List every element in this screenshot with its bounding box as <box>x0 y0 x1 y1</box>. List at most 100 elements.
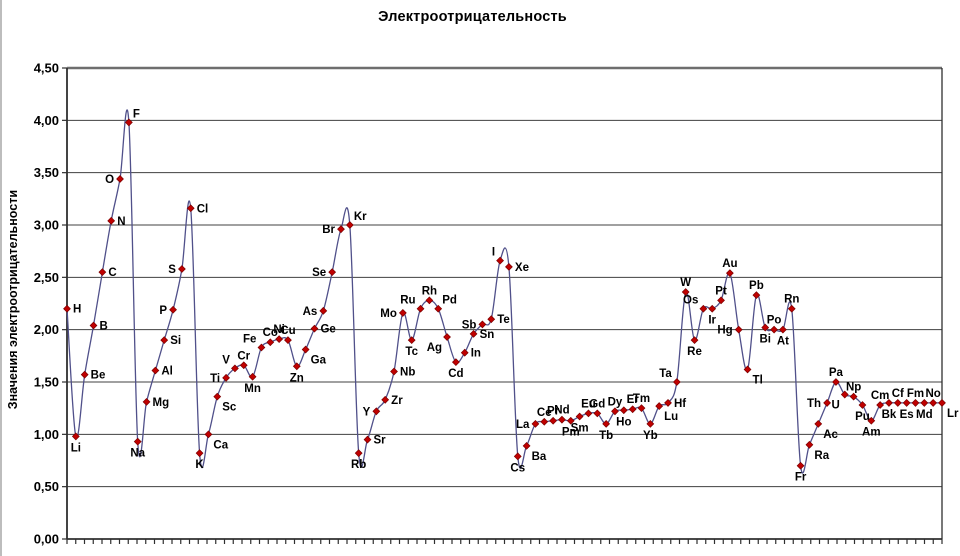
element-label-Pu: Pu <box>855 411 870 423</box>
data-point-P <box>169 305 177 314</box>
data-point-Nb <box>390 367 398 376</box>
data-point-Cl <box>186 204 195 213</box>
element-label-Sn: Sn <box>480 329 495 341</box>
element-label-Bk: Bk <box>882 409 897 421</box>
data-point-F <box>124 118 133 127</box>
element-label-Es: Es <box>900 409 914 421</box>
data-point-Yb <box>646 419 655 428</box>
data-point-Se <box>328 268 337 276</box>
data-point-Tm <box>637 404 646 413</box>
element-label-Na: Na <box>130 448 145 460</box>
data-point-W <box>681 288 690 296</box>
data-point-Kr <box>345 221 354 229</box>
data-point-N <box>107 216 116 225</box>
data-point-Li <box>71 432 80 441</box>
element-label-N: N <box>117 216 125 228</box>
y-tick-label: 0,00 <box>34 532 59 547</box>
data-point-Ca <box>204 430 213 439</box>
element-label-Rn: Rn <box>784 294 799 306</box>
data-point-Cd <box>451 358 460 367</box>
element-label-Fm: Fm <box>907 388 924 400</box>
element-label-Sr: Sr <box>374 435 387 447</box>
element-label-Po: Po <box>767 315 782 327</box>
data-point-Ce <box>540 417 549 426</box>
element-label-Bi: Bi <box>759 334 771 346</box>
data-point-Ra <box>805 440 814 449</box>
data-point-Si <box>160 336 169 345</box>
data-point-Na <box>133 437 142 446</box>
element-label-Mn: Mn <box>244 383 261 395</box>
element-label-Y: Y <box>363 406 371 418</box>
element-label-Al: Al <box>161 365 173 377</box>
data-point-Gd <box>593 409 602 418</box>
element-label-Os: Os <box>683 295 698 307</box>
element-label-Np: Np <box>846 382 861 394</box>
data-point-Er <box>628 405 637 414</box>
element-label-Lu: Lu <box>664 411 678 423</box>
element-label-Mo: Mo <box>380 308 397 320</box>
element-label-Rh: Rh <box>422 285 437 297</box>
element-label-Zn: Zn <box>290 372 304 384</box>
data-point-Sr <box>363 435 372 444</box>
y-tick-label: 2,00 <box>34 322 59 337</box>
data-point-Te <box>487 315 496 324</box>
data-point-Mn <box>248 372 257 381</box>
data-point-In <box>460 348 469 357</box>
data-point-Pu <box>858 401 867 409</box>
element-label-Re: Re <box>687 346 702 358</box>
element-label-Li: Li <box>71 442 81 454</box>
data-point-Md <box>920 399 929 407</box>
data-point-Fr <box>796 461 805 470</box>
y-tick-label: 3,50 <box>34 165 59 180</box>
element-label-Cs: Cs <box>510 462 525 474</box>
series-line <box>66 109 943 474</box>
data-point-Pb <box>752 291 761 300</box>
data-point-Ir <box>708 304 717 313</box>
y-tick-label: 3,00 <box>34 218 59 233</box>
data-point-Xe <box>505 262 513 271</box>
data-point-Np <box>849 392 858 401</box>
data-point-Lr <box>938 399 946 407</box>
data-point-Os <box>699 304 708 313</box>
element-label-Cf: Cf <box>892 388 904 400</box>
data-point-Sm <box>575 412 584 421</box>
data-point-Rn <box>787 304 796 313</box>
y-tick-label: 4,50 <box>34 61 59 76</box>
element-label-Zr: Zr <box>391 395 403 407</box>
element-label-H: H <box>73 304 81 316</box>
element-label-Tb: Tb <box>599 430 613 442</box>
element-label-Ho: Ho <box>616 416 631 428</box>
data-point-Mg <box>142 397 151 406</box>
data-point-Ga <box>301 345 310 354</box>
data-point-V <box>231 364 239 373</box>
data-point-Re <box>690 336 699 345</box>
element-label-O: O <box>105 174 114 186</box>
data-point-Ac <box>814 419 823 428</box>
data-point-Al <box>151 366 160 375</box>
data-point-K <box>195 449 204 458</box>
element-label-Am: Am <box>862 427 881 439</box>
element-label-Ir: Ir <box>708 315 716 327</box>
element-label-Pa: Pa <box>829 367 844 379</box>
data-point-Y <box>372 407 381 416</box>
element-label-Pd: Pd <box>442 295 457 307</box>
element-label-Er: Er <box>627 394 640 406</box>
data-point-Bi <box>761 323 770 332</box>
data-point-Sc <box>213 392 222 401</box>
element-label-Ba: Ba <box>532 451 547 463</box>
data-point-As <box>319 306 328 315</box>
data-point-I <box>496 256 504 265</box>
data-point-Br <box>337 225 345 234</box>
element-label-La: La <box>516 419 530 431</box>
element-label-Gd: Gd <box>589 398 605 410</box>
data-point-Ru <box>416 304 425 313</box>
chart-title: Электроотрицательность <box>378 9 567 25</box>
element-label-At: At <box>777 336 789 348</box>
data-point-O <box>116 175 124 183</box>
element-label-C: C <box>108 267 116 279</box>
data-point-U <box>840 390 849 399</box>
y-tick-label: 0,50 <box>34 479 59 494</box>
data-point-Dy <box>611 407 619 416</box>
element-label-W: W <box>680 277 691 289</box>
